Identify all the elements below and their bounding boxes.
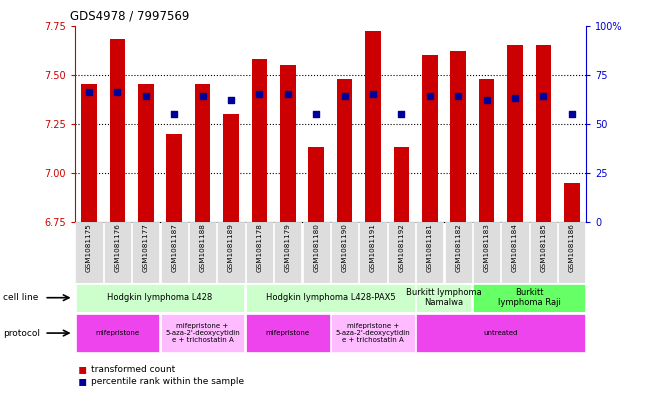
Bar <box>337 79 352 222</box>
Text: mifepristone +
5-aza-2'-deoxycytidin
e + trichostatin A: mifepristone + 5-aza-2'-deoxycytidin e +… <box>336 323 410 343</box>
Text: GSM1081192: GSM1081192 <box>398 223 404 272</box>
Bar <box>167 134 182 222</box>
Bar <box>478 79 494 222</box>
Bar <box>416 222 443 283</box>
Text: GSM1081188: GSM1081188 <box>200 223 206 272</box>
Text: GSM1081191: GSM1081191 <box>370 223 376 272</box>
Text: GSM1081181: GSM1081181 <box>427 223 433 272</box>
Bar <box>274 222 301 283</box>
Bar <box>81 84 97 222</box>
Point <box>311 111 322 117</box>
Text: transformed count: transformed count <box>91 365 175 374</box>
Bar <box>189 222 216 283</box>
Bar <box>280 65 296 222</box>
Bar <box>558 222 585 283</box>
Bar <box>359 222 387 283</box>
Bar <box>223 114 239 222</box>
Bar <box>501 222 529 283</box>
Bar <box>331 222 358 283</box>
Text: GSM1081176: GSM1081176 <box>115 223 120 272</box>
Text: untreated: untreated <box>484 330 518 336</box>
Bar <box>161 222 188 283</box>
Text: ▪: ▪ <box>78 374 87 388</box>
Point <box>453 93 464 99</box>
Bar <box>161 314 244 353</box>
Text: mifepristone: mifepristone <box>266 330 310 336</box>
Bar <box>195 84 210 222</box>
Bar <box>473 284 585 312</box>
Point <box>538 93 549 99</box>
Bar <box>331 314 415 353</box>
Bar <box>132 222 159 283</box>
Text: GSM1081183: GSM1081183 <box>484 223 490 272</box>
Point <box>283 91 293 97</box>
Point <box>339 93 350 99</box>
Text: Burkitt lymphoma
Namalwa: Burkitt lymphoma Namalwa <box>406 288 482 307</box>
Bar <box>417 284 471 312</box>
Bar <box>473 222 500 283</box>
Bar <box>564 183 579 222</box>
Bar <box>217 222 245 283</box>
Bar <box>246 314 329 353</box>
Bar <box>104 222 131 283</box>
Point <box>254 91 264 97</box>
Bar <box>138 84 154 222</box>
Bar <box>450 51 466 222</box>
Text: percentile rank within the sample: percentile rank within the sample <box>91 377 244 386</box>
Bar <box>109 39 125 222</box>
Point <box>197 93 208 99</box>
Point <box>141 93 151 99</box>
Bar <box>388 222 415 283</box>
Point <box>226 97 236 103</box>
Text: mifepristone +
5-aza-2'-deoxycytidin
e + trichostatin A: mifepristone + 5-aza-2'-deoxycytidin e +… <box>165 323 240 343</box>
Bar <box>507 45 523 222</box>
Text: protocol: protocol <box>3 329 40 338</box>
Bar <box>76 314 159 353</box>
Text: mifepristone: mifepristone <box>96 330 139 336</box>
Point <box>169 111 180 117</box>
Point <box>424 93 435 99</box>
Point <box>396 111 407 117</box>
Bar <box>246 222 273 283</box>
Text: GSM1081178: GSM1081178 <box>256 223 262 272</box>
Text: Hodgkin lymphoma L428-PAX5: Hodgkin lymphoma L428-PAX5 <box>266 293 395 302</box>
Bar <box>309 147 324 222</box>
Bar <box>251 59 267 222</box>
Bar <box>365 31 381 222</box>
Text: GSM1081184: GSM1081184 <box>512 223 518 272</box>
Text: GDS4978 / 7997569: GDS4978 / 7997569 <box>70 10 189 23</box>
Text: Hodgkin lymphoma L428: Hodgkin lymphoma L428 <box>107 293 213 302</box>
Bar <box>445 222 472 283</box>
Point <box>566 111 577 117</box>
Text: GSM1081177: GSM1081177 <box>143 223 149 272</box>
Bar <box>246 284 415 312</box>
Point <box>84 89 94 95</box>
Text: cell line: cell line <box>3 293 38 302</box>
Bar <box>536 45 551 222</box>
Bar <box>394 147 409 222</box>
Point <box>112 89 122 95</box>
Point <box>368 91 378 97</box>
Text: ▪: ▪ <box>78 362 87 376</box>
Bar <box>422 55 437 222</box>
Bar <box>76 222 103 283</box>
Text: GSM1081189: GSM1081189 <box>228 223 234 272</box>
Text: GSM1081185: GSM1081185 <box>540 223 546 272</box>
Text: Burkitt
lymphoma Raji: Burkitt lymphoma Raji <box>497 288 561 307</box>
Text: GSM1081175: GSM1081175 <box>86 223 92 272</box>
Bar <box>76 284 244 312</box>
Text: GSM1081187: GSM1081187 <box>171 223 177 272</box>
Point <box>510 95 520 101</box>
Bar <box>530 222 557 283</box>
Text: GSM1081180: GSM1081180 <box>313 223 319 272</box>
Bar <box>417 314 585 353</box>
Text: GSM1081182: GSM1081182 <box>455 223 461 272</box>
Bar <box>303 222 330 283</box>
Text: GSM1081190: GSM1081190 <box>342 223 348 272</box>
Point <box>481 97 492 103</box>
Text: GSM1081186: GSM1081186 <box>569 223 575 272</box>
Text: GSM1081179: GSM1081179 <box>284 223 291 272</box>
